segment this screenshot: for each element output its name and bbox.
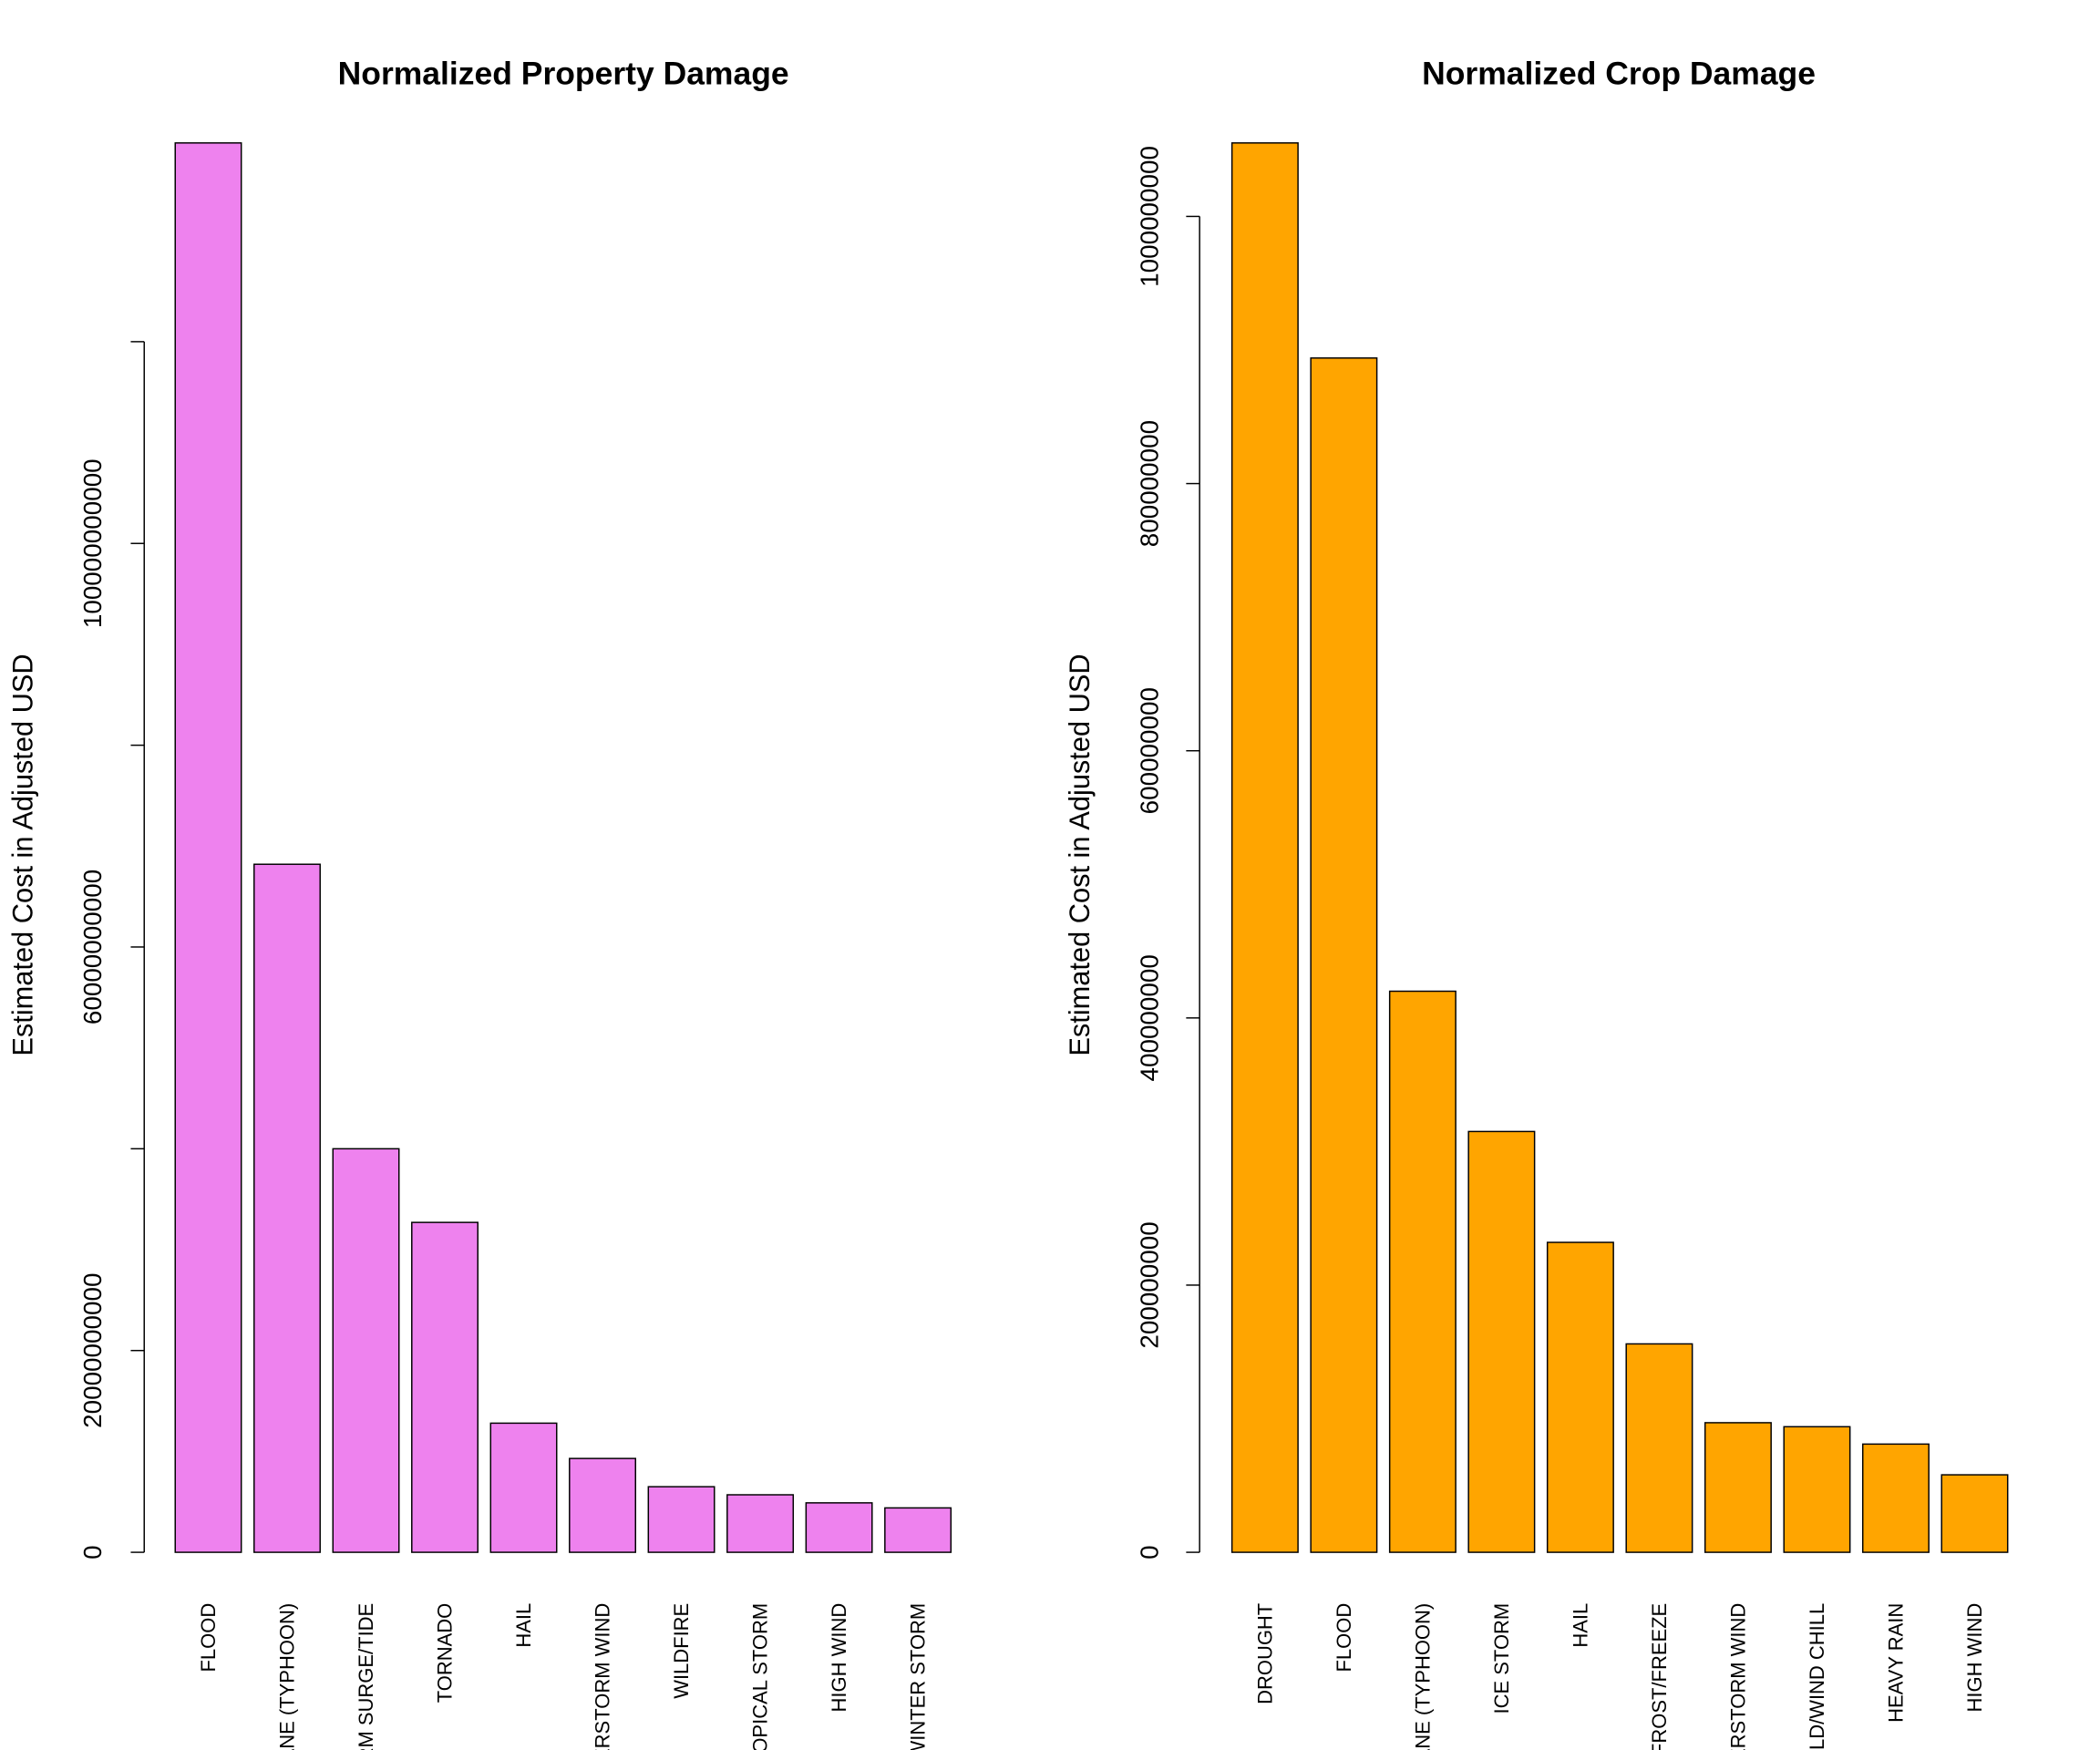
y-tick-label: 800000000 bbox=[1135, 420, 1163, 547]
x-tick-label: STORM SURGE/TIDE bbox=[355, 1603, 377, 1750]
bar bbox=[1861, 1443, 1930, 1553]
x-tick-label: FLOOD bbox=[197, 1603, 220, 1673]
bar bbox=[1625, 1343, 1693, 1553]
bar bbox=[253, 863, 321, 1553]
bar bbox=[805, 1502, 873, 1553]
y-tick-label: 100000000000 bbox=[78, 458, 107, 628]
bar bbox=[726, 1494, 795, 1553]
x-tick-label: HIGH WIND bbox=[1963, 1603, 1986, 1713]
bar bbox=[1467, 1130, 1536, 1553]
x-tick-label: EXTREME COLD/WIND CHILL bbox=[1806, 1603, 1828, 1750]
x-tick-label: TORNADO bbox=[433, 1603, 456, 1704]
y-tick-label: 1000000000 bbox=[1135, 146, 1163, 287]
bar bbox=[1783, 1426, 1851, 1553]
x-tick-label: ICE STORM bbox=[1490, 1603, 1513, 1714]
x-tick-label: HURRICANE (TYPHOON) bbox=[275, 1603, 298, 1750]
x-tick-label: TROPICAL STORM bbox=[748, 1603, 771, 1750]
x-tick-label: DROUGHT bbox=[1253, 1603, 1276, 1704]
bar bbox=[1546, 1241, 1614, 1553]
x-tick-label: HEAVY RAIN bbox=[1884, 1603, 1907, 1723]
bar bbox=[489, 1422, 558, 1553]
bar bbox=[884, 1507, 952, 1553]
bar bbox=[411, 1221, 479, 1553]
y-axis-label: Estimated Cost in Adjusted USD bbox=[1064, 654, 1096, 1055]
bar bbox=[647, 1486, 715, 1553]
bar bbox=[569, 1457, 637, 1553]
bar bbox=[174, 142, 242, 1553]
x-tick-label: WINTER STORM bbox=[906, 1603, 929, 1750]
y-tick-label: 60000000000 bbox=[78, 870, 107, 1024]
y-tick-label: 200000000 bbox=[1135, 1221, 1163, 1348]
bar bbox=[1388, 990, 1457, 1553]
y-tick-label: 0 bbox=[78, 1545, 107, 1559]
y-tick-label: 600000000 bbox=[1135, 687, 1163, 814]
x-tick-label: HAIL bbox=[512, 1603, 535, 1648]
y-tick-label: 20000000000 bbox=[78, 1273, 107, 1428]
x-tick-label: THUNDERSTORM WIND bbox=[591, 1603, 613, 1750]
x-tick-label: FROST/FREEZE bbox=[1648, 1603, 1671, 1750]
x-tick-label: HIGH WIND bbox=[828, 1603, 850, 1713]
y-tick-label: 400000000 bbox=[1135, 954, 1163, 1081]
x-tick-label: FLOOD bbox=[1333, 1603, 1355, 1673]
x-tick-label: THUNDERSTORM WIND bbox=[1726, 1603, 1749, 1750]
bar bbox=[1704, 1422, 1772, 1553]
bar bbox=[332, 1148, 400, 1553]
x-tick-label: HURRICANE (TYPHOON) bbox=[1411, 1603, 1434, 1750]
y-tick-label: 0 bbox=[1135, 1545, 1163, 1559]
x-tick-label: HAIL bbox=[1569, 1603, 1591, 1648]
chart-title: Normalized Crop Damage bbox=[1422, 56, 1816, 91]
y-axis-label: Estimated Cost in Adjusted USD bbox=[6, 654, 38, 1055]
chart-title: Normalized Property Damage bbox=[338, 56, 789, 91]
bar bbox=[1940, 1474, 2009, 1553]
x-tick-label: WILDFIRE bbox=[670, 1603, 693, 1699]
bar bbox=[1310, 357, 1378, 1553]
bar bbox=[1230, 142, 1299, 1553]
